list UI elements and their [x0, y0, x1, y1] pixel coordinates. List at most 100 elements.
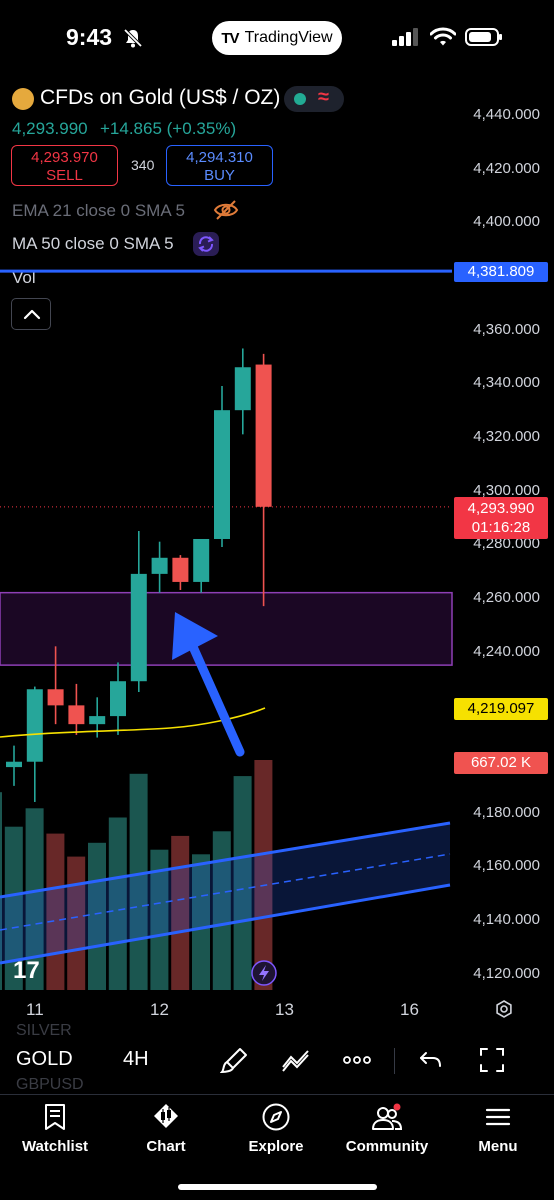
volume-bar [150, 849, 169, 990]
candle-body [214, 410, 230, 539]
candle-body [6, 761, 22, 768]
status-time: 9:43 [66, 24, 113, 50]
candle-body [172, 557, 189, 582]
nav-watchlist[interactable]: Watchlist [5, 1102, 105, 1155]
nav-explore[interactable]: Explore [226, 1102, 326, 1155]
candle-body [110, 681, 126, 717]
spread-value: 340 [131, 157, 155, 173]
price-change: +14.865 (+0.35%) [100, 119, 237, 138]
time-tick: 11 [26, 1000, 44, 1019]
candle-body [193, 538, 210, 582]
market-open-dot-icon [294, 93, 306, 105]
lightning-bolt-icon [259, 965, 269, 981]
volume-bar [212, 831, 231, 990]
price-tick: 4,360.000 [473, 320, 540, 338]
chevron-up-icon [23, 309, 41, 320]
bar-countdown: 01:16:28 [471, 519, 531, 536]
tradingview-pill-label: TradingView [244, 29, 333, 46]
sell-price: 4,293.970 [31, 149, 98, 166]
volume-bar [233, 776, 252, 990]
price-tick: 4,340.000 [473, 374, 540, 392]
price-tick: 4,140.000 [473, 911, 540, 929]
price-tick: 4,440.000 [473, 106, 540, 123]
more-options-icon[interactable] [341, 1045, 373, 1075]
price-chart[interactable]: 17 [0, 0, 554, 1000]
interval-button[interactable]: 4H [123, 1048, 149, 1070]
nav-community[interactable]: Community [337, 1102, 437, 1155]
time-tick: 16 [400, 1000, 419, 1019]
hamburger-menu-icon [485, 1108, 511, 1126]
volume-bar [108, 817, 127, 990]
symbol-title[interactable]: CFDs on Gold (US$ / OZ) [40, 86, 281, 109]
price-tick: 4,160.000 [473, 857, 540, 875]
ma-price-label: 4,219.097 [454, 698, 548, 720]
buy-label: BUY [204, 167, 235, 184]
volume-value-label: 667.02 K [454, 752, 548, 774]
fullscreen-icon[interactable] [478, 1045, 506, 1075]
price-tick: 4,180.000 [473, 803, 540, 821]
price-tick: 4,400.000 [473, 213, 540, 231]
sync-arrows-icon [198, 236, 214, 252]
channel-median-line [0, 853, 451, 931]
candle-body [68, 705, 85, 725]
time-tick: 13 [275, 1000, 294, 1019]
candle-body [89, 716, 106, 725]
price-tick: 4,260.000 [473, 589, 540, 607]
symbol-button[interactable]: GOLD [16, 1048, 73, 1070]
last-price-label-value: 4,293.990 [467, 500, 535, 517]
last-price: 4,293.990 [12, 119, 88, 138]
volume-bar [4, 826, 23, 990]
nav-menu[interactable]: Menu [448, 1102, 548, 1155]
watchlist-icon [45, 1104, 65, 1130]
brush-drawing-icon[interactable] [220, 1045, 250, 1075]
sell-button[interactable]: 4,293.970 SELL [11, 145, 118, 186]
buy-button[interactable]: 4,294.310 BUY [166, 145, 273, 186]
sync-icon[interactable] [193, 232, 219, 256]
battery-icon [465, 28, 502, 46]
tradingview-app-pill[interactable]: TV TradingView [212, 21, 342, 55]
nav-watchlist-label: Watchlist [21, 1138, 89, 1155]
price-tick: 4,120.000 [473, 964, 540, 982]
volume-bar [254, 760, 273, 990]
community-icon [372, 1103, 403, 1130]
chart-candles-icon [154, 1104, 178, 1128]
price-tick: 4,240.000 [473, 642, 540, 660]
candle-body [130, 573, 147, 682]
home-indicator [178, 1184, 377, 1190]
annotation-arrow-shaft [185, 635, 245, 757]
compass-icon [262, 1103, 290, 1131]
volume-legend[interactable]: Vol [12, 268, 36, 287]
collapse-legend-button[interactable] [11, 298, 51, 330]
candle-body [234, 367, 251, 411]
horizontal-line-price-label: 4,381.809 [454, 262, 548, 282]
trend-line-tool-icon[interactable] [281, 1045, 311, 1075]
channel-lower-line [0, 883, 451, 965]
eye-off-icon[interactable] [213, 199, 239, 221]
last-price-label: 4,293.990 01:16:28 [454, 497, 548, 539]
volume-bar [129, 773, 148, 990]
toolbar-divider [394, 1048, 395, 1074]
symbol-picker-next-item: GBPUSD [16, 1076, 84, 1093]
channel-upper-line [0, 821, 451, 899]
price-tick: 4,280.000 [473, 535, 540, 553]
candle-body [255, 364, 272, 507]
wifi-icon [430, 27, 456, 46]
undo-icon[interactable] [417, 1045, 445, 1075]
ema-indicator-legend[interactable]: EMA 21 close 0 SMA 5 [12, 201, 185, 220]
nav-chart-label: Chart [146, 1138, 186, 1155]
gold-symbol-icon [12, 88, 34, 110]
nav-chart[interactable]: Chart [116, 1102, 216, 1155]
chart-settings-icon[interactable] [494, 999, 514, 1019]
ma-indicator-legend[interactable]: MA 50 close 0 SMA 5 [12, 234, 174, 253]
candle-body [26, 689, 43, 762]
channel-fill [0, 823, 450, 963]
nav-community-label: Community [345, 1138, 429, 1155]
tradingview-watermark-icon: 17 [13, 957, 40, 984]
bell-slash-icon [123, 28, 143, 48]
symbol-picker-prev-item: SILVER [16, 1022, 72, 1039]
price-tick: 4,300.000 [473, 481, 540, 499]
nav-explore-label: Explore [248, 1138, 304, 1155]
support-zone [0, 591, 453, 666]
nav-menu-label: Menu [478, 1138, 518, 1155]
time-tick: 12 [150, 1000, 169, 1019]
